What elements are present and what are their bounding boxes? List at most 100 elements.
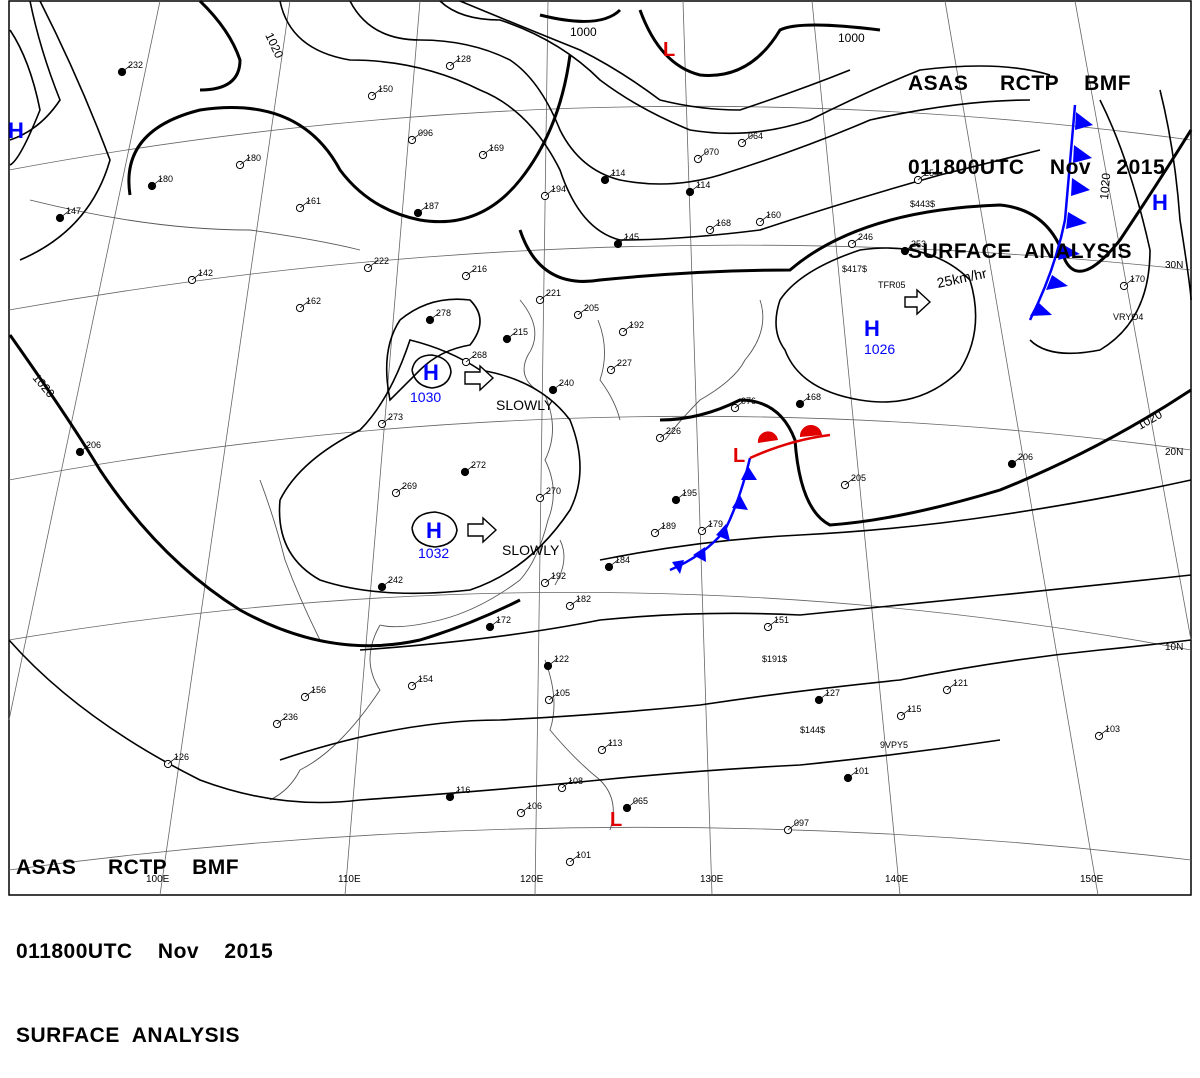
cold-front-east-pip-6 xyxy=(1046,275,1068,290)
station-pressure-value: 246 xyxy=(858,232,873,242)
wind-barb xyxy=(759,213,771,223)
wind-barb xyxy=(371,87,383,97)
ship-id-label: 9VPY5 xyxy=(880,740,908,750)
cold-front-south-pip-4 xyxy=(693,547,706,562)
station-pressure-value: 253 xyxy=(911,239,926,249)
station-pressure-value: 205 xyxy=(851,473,866,483)
cold-front-east-pip-1 xyxy=(1075,112,1093,130)
wind-barb xyxy=(411,131,423,141)
wind-barb xyxy=(464,463,476,473)
isobar-south-2 xyxy=(359,574,1192,651)
station-pressure-value: 194 xyxy=(551,184,566,194)
wind-barb xyxy=(548,691,560,701)
station-pressure-value: 126 xyxy=(174,752,189,762)
coast-philippines xyxy=(544,659,614,831)
station-pressure-value: 268 xyxy=(472,350,487,360)
wind-barb xyxy=(689,183,701,193)
header-title-line-3: SURFACE ANALYSIS xyxy=(908,240,1132,263)
station-pressure-value: 270 xyxy=(546,486,561,496)
wind-barb xyxy=(544,187,556,197)
isobar-1020-east xyxy=(518,129,1193,283)
motion-arrow-1030 xyxy=(464,364,495,392)
station-pressure-value: 116 xyxy=(456,785,470,795)
wind-barb xyxy=(429,311,441,321)
coast-asia-north xyxy=(29,199,361,251)
coast-korea xyxy=(597,319,621,421)
footer-title-line-3: SURFACE ANALYSIS xyxy=(16,1024,240,1047)
station-pressure-value: 232 xyxy=(128,60,143,70)
wind-barb xyxy=(608,558,620,568)
meridian-grid xyxy=(8,0,1192,896)
wind-barb xyxy=(465,353,477,363)
wind-barb xyxy=(847,769,859,779)
cold-front-south-pip-5 xyxy=(672,560,684,574)
cold-front-east xyxy=(1028,104,1093,321)
station-pressure-value: 195 xyxy=(682,488,697,498)
high-1026-value: 1026 xyxy=(864,341,895,357)
cold-front-south-line xyxy=(669,457,752,572)
station-pressure-value: 240 xyxy=(559,378,574,388)
wind-barb xyxy=(610,361,622,371)
wind-barb xyxy=(547,657,559,667)
cold-front-east-pip-5 xyxy=(1058,244,1080,260)
station-pressure-value: 192 xyxy=(551,571,566,581)
station-pressure-value: 101 xyxy=(576,850,591,860)
ship-id-label: $144$ xyxy=(800,725,825,735)
isobar-label-1000-ne: 1000 xyxy=(838,31,865,45)
cold-front-south-pip-3 xyxy=(716,524,730,541)
low-philippines-symbol: L xyxy=(610,809,622,831)
high-1032-symbol: H xyxy=(426,518,442,543)
meridian-110e xyxy=(344,0,421,896)
station-pressure-value: 189 xyxy=(661,521,676,531)
wind-barb xyxy=(734,399,746,409)
wind-barb xyxy=(395,484,407,494)
wind-barb xyxy=(449,788,461,798)
ship-id-label: $443$ xyxy=(910,199,935,209)
isobars-thin xyxy=(8,0,1192,804)
station-pressure-value: 205 xyxy=(584,303,599,313)
cold-front-south-pip-1 xyxy=(741,466,757,480)
parallel-30n xyxy=(8,244,1192,311)
motion-arrows xyxy=(464,288,932,544)
station-pressure-value: 154 xyxy=(418,674,433,684)
station-pressure-value: 115 xyxy=(907,704,921,714)
wind-barb xyxy=(151,177,163,187)
meridian-90e xyxy=(8,0,161,721)
wind-barb xyxy=(417,204,429,214)
coast-taiwan xyxy=(554,539,565,586)
lat-label-10n: 10N xyxy=(1165,642,1183,653)
wind-barb xyxy=(121,63,133,73)
wind-barb xyxy=(299,299,311,309)
high-1030-value: 1030 xyxy=(410,389,441,405)
station-pressure-value: 070 xyxy=(704,147,719,157)
ship-id-label: $417$ xyxy=(842,264,867,274)
station-pressure-value: 278 xyxy=(436,308,451,318)
isobar-south-1 xyxy=(599,479,1192,561)
isobar-thin-4 xyxy=(279,0,1041,241)
cold-front-east-pip-4 xyxy=(1066,212,1087,229)
station-pressure-value: 108 xyxy=(568,776,583,786)
coast-inland xyxy=(259,479,321,641)
station-pressure-value: 150 xyxy=(378,84,393,94)
isobar-thin-6 xyxy=(439,0,1051,135)
wind-barb xyxy=(489,618,501,628)
station-pressure-value: 187 xyxy=(424,201,439,211)
wind-barb xyxy=(900,707,912,717)
ship-id-label: VRYO4 xyxy=(1113,312,1143,322)
isobar-1020-north xyxy=(127,54,572,224)
wind-barb xyxy=(552,381,564,391)
station-pressure-value: 215 xyxy=(513,327,528,337)
wind-barb xyxy=(622,323,634,333)
station-pressure-value: 222 xyxy=(374,256,389,266)
station-pressure-value: 206 xyxy=(86,440,101,450)
station-pressure-value: 145 xyxy=(624,232,639,242)
station-pressure-value: 122 xyxy=(554,654,569,664)
station-pressure-value: 179 xyxy=(708,519,723,529)
parallel-0 xyxy=(8,826,1192,871)
isobar-south-4 xyxy=(8,639,1001,804)
isobar-label-1020-nw: 1020 xyxy=(262,30,286,60)
isobar-thin-7 xyxy=(459,0,851,111)
station-pressure-value: 128 xyxy=(456,54,471,64)
meridian-140e xyxy=(811,0,901,896)
isobar-south-3 xyxy=(279,639,1192,761)
